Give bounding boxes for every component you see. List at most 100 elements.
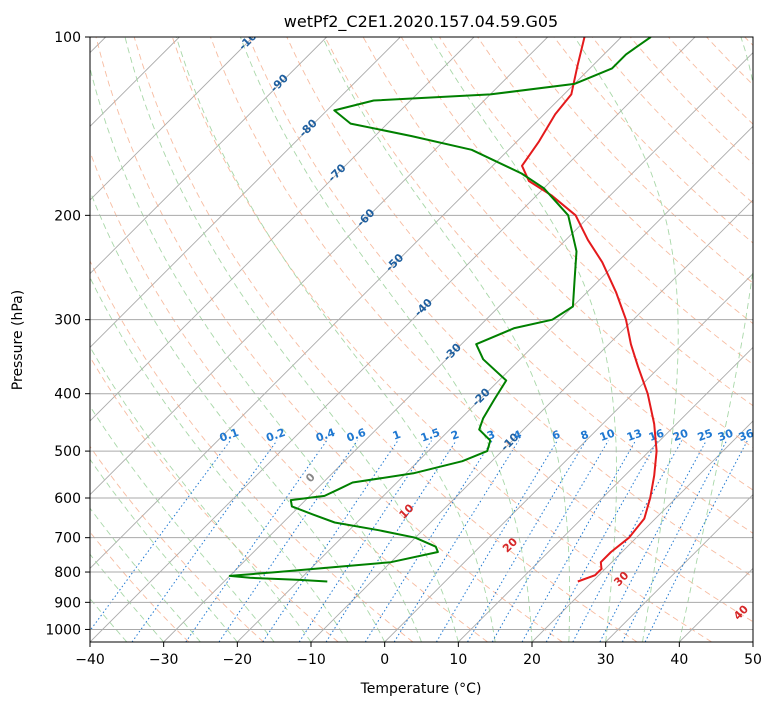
mixing-ratio-line	[521, 440, 637, 642]
mixing-ratio-lines	[90, 440, 748, 642]
x-tick-label: −40	[75, 652, 105, 668]
isotherm-line	[90, 37, 696, 642]
isotherm-label: -30	[441, 341, 464, 364]
sounding-series	[228, 37, 658, 583]
dry-adiabat-line	[210, 37, 753, 623]
dry-adiabat-label: 0	[303, 470, 318, 485]
mixing-ratio-label: 6	[550, 428, 562, 443]
moist-adiabat-line	[678, 37, 753, 642]
background-line-labels: -100-90-80-70-60-50-40-30-20-100.1 0.2 0.4…	[218, 24, 753, 623]
dry-adiabat-line	[668, 37, 753, 125]
dry-adiabat-line	[133, 37, 638, 642]
mixing-ratio-line	[491, 440, 609, 642]
isotherm-label: -60	[354, 206, 377, 229]
y-tick-label: 600	[54, 491, 81, 507]
mixing-ratio-line	[218, 440, 358, 642]
dry-adiabat-line	[90, 259, 414, 642]
y-tick-label: 500	[54, 444, 81, 460]
y-tick-label: 1000	[45, 622, 81, 638]
dry-adiabat-lines	[90, 37, 753, 642]
moist-adiabat-line	[322, 37, 571, 642]
dry-adiabat-line	[248, 37, 753, 578]
temperature-line	[521, 37, 658, 583]
isotherm-label: -100	[236, 24, 265, 53]
mixing-ratio-line	[599, 440, 707, 642]
mixing-ratio-label: 8	[579, 428, 591, 443]
dry-adiabat-line	[744, 37, 753, 47]
dry-adiabat-line	[324, 37, 753, 491]
x-axis-ticks: −40 −30 −20 −10 0 10 20 30 40 50	[75, 642, 762, 668]
mixing-ratio-line	[298, 440, 432, 642]
moist-adiabat-line	[90, 345, 312, 642]
x-tick-label: 20	[523, 652, 541, 668]
isotherm-line	[90, 37, 327, 275]
moist-adiabat-lines	[90, 37, 753, 642]
y-tick-label: 200	[54, 208, 81, 224]
isotherm-line	[384, 273, 753, 642]
isotherm-line	[310, 199, 753, 642]
isotherm-line	[679, 567, 753, 642]
isotherm-line	[458, 346, 753, 642]
chart-title: wetPf2_C2E1.2020.157.04.59.G05	[284, 12, 558, 32]
x-tick-label: 0	[380, 652, 389, 668]
isotherm-label: -80	[297, 116, 320, 139]
mixing-ratio-label: 13	[625, 427, 644, 444]
isotherm-line	[752, 641, 753, 642]
y-tick-label: 100	[54, 30, 81, 46]
dry-adiabat-line	[286, 37, 753, 534]
isotherm-line	[90, 37, 548, 496]
y-axis-label: Pressure (hPa)	[10, 290, 26, 390]
mixing-ratio-line	[467, 440, 587, 642]
mixing-ratio-line	[435, 440, 558, 642]
mixing-ratio-line	[262, 440, 399, 642]
isotherm-label: -70	[325, 161, 348, 184]
mixing-ratio-label: 30	[716, 426, 735, 444]
moist-adiabat-line	[90, 507, 201, 642]
moist-adiabat-line	[574, 37, 679, 642]
mixing-ratio-line	[185, 440, 328, 642]
dry-adiabat-line	[706, 37, 753, 86]
isotherm-line	[90, 37, 254, 201]
mixing-ratio-label: 1.5	[419, 426, 442, 445]
plot-area: -100-90-80-70-60-50-40-30-20-100.1 0.2 0.4…	[90, 24, 753, 642]
dry-adiabat-line	[515, 37, 753, 284]
mixing-ratio-line	[621, 440, 728, 642]
isotherm-line	[531, 420, 753, 642]
mixing-ratio-label: 0.1	[218, 426, 241, 445]
mixing-ratio-label: 0.2	[264, 426, 287, 445]
x-tick-label: 50	[744, 652, 762, 668]
mixing-ratio-label: 4	[512, 428, 524, 443]
dry-adiabat-line	[95, 37, 563, 642]
mixing-ratio-label: 25	[696, 427, 715, 444]
mixing-ratio-label: 0.6	[345, 426, 368, 445]
moist-adiabat-line	[90, 553, 165, 642]
dry-adiabat-line	[90, 356, 339, 642]
moist-adiabat-line	[90, 66, 422, 642]
mixing-ratio-line	[325, 440, 457, 642]
y-tick-label: 900	[54, 595, 81, 611]
mixing-ratio-line	[572, 440, 683, 642]
dry-adiabat-line	[90, 531, 190, 642]
moist-adiabat-line	[175, 37, 496, 642]
moist-adiabat-line	[430, 37, 617, 642]
isotherm-lines	[90, 37, 753, 642]
mixing-ratio-label: 3	[485, 428, 497, 443]
moist-adiabat-line	[90, 458, 238, 642]
mixing-ratio-line	[393, 440, 520, 642]
moist-adiabat-line	[90, 598, 128, 642]
dry-adiabat-label: 10	[397, 501, 417, 521]
y-tick-label: 700	[54, 531, 81, 547]
y-tick-label: 400	[54, 387, 81, 403]
x-tick-label: 30	[597, 652, 615, 668]
y-axis-ticks: 100 200 300 400 500 600 700 800 900 1000	[45, 30, 90, 638]
moist-adiabat-line	[90, 190, 386, 642]
x-tick-label: 10	[449, 652, 467, 668]
y-tick-label: 800	[54, 565, 81, 581]
moist-adiabat-line	[90, 276, 349, 642]
plot-frame	[89, 36, 754, 643]
y-tick-label: 300	[54, 313, 81, 329]
dewpoint-line	[228, 37, 652, 583]
mixing-ratio-label: 20	[671, 426, 690, 444]
mixing-ratio-line	[90, 440, 231, 632]
